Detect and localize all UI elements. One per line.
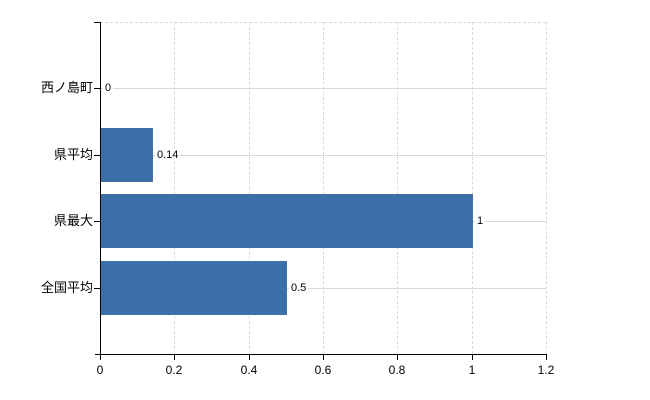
plot-border-top xyxy=(100,22,546,23)
category-label: 全国平均 xyxy=(40,280,93,295)
category-label: 西ノ島町 xyxy=(40,80,93,95)
x-tick-label: 0.2 xyxy=(165,363,183,377)
y-axis-tick xyxy=(94,88,100,89)
x-gridline xyxy=(472,22,473,354)
y-axis-tick xyxy=(94,155,100,156)
x-axis-tick xyxy=(249,354,250,360)
x-gridline xyxy=(174,22,175,354)
value-label: 0.14 xyxy=(155,148,181,162)
bar xyxy=(101,194,473,248)
y-axis-line xyxy=(100,22,101,354)
x-gridline xyxy=(397,22,398,354)
bar xyxy=(101,261,287,315)
bar xyxy=(101,128,153,182)
y-axis-end-tick xyxy=(94,22,100,23)
x-axis-tick xyxy=(100,354,101,360)
x-tick-label: 1 xyxy=(468,363,476,377)
x-tick-label: 0.8 xyxy=(388,363,406,377)
x-tick-label: 1.2 xyxy=(537,363,555,377)
plot-border-right xyxy=(546,22,547,354)
value-label: 1 xyxy=(475,214,486,228)
x-axis-tick xyxy=(472,354,473,360)
x-tick-label: 0 xyxy=(96,363,104,377)
x-tick-label: 0.6 xyxy=(314,363,332,377)
x-axis-tick xyxy=(174,354,175,360)
x-axis-line xyxy=(95,354,547,355)
y-axis-tick xyxy=(94,221,100,222)
x-axis-tick xyxy=(323,354,324,360)
x-axis-tick xyxy=(546,354,547,360)
x-gridline xyxy=(323,22,324,354)
x-gridline xyxy=(249,22,250,354)
value-label: 0 xyxy=(103,81,114,95)
value-label: 0.5 xyxy=(289,281,309,295)
y-axis-tick xyxy=(94,288,100,289)
x-tick-label: 0.4 xyxy=(240,363,258,377)
category-label: 県平均 xyxy=(53,147,93,162)
category-label: 県最大 xyxy=(53,213,93,228)
x-axis-tick xyxy=(397,354,398,360)
